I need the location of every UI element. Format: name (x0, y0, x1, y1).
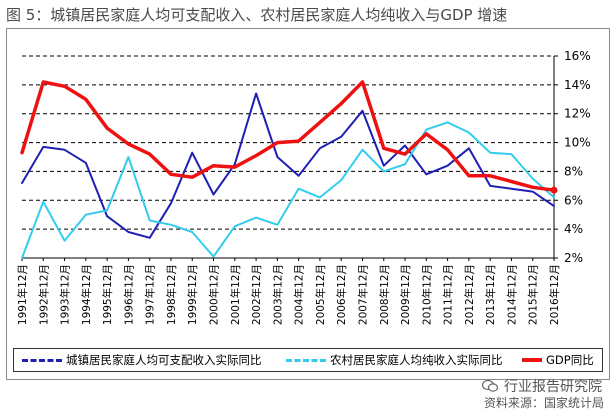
y-tick-label: 12% (564, 107, 591, 121)
series-line-2 (20, 80, 556, 192)
x-tick-label: 2012年12月 (463, 264, 476, 325)
chart-frame (6, 28, 610, 380)
x-tick-label: 2003年12月 (271, 264, 284, 325)
series-end-marker (550, 186, 558, 194)
x-tick-label: 2015年12月 (527, 264, 540, 325)
x-tick-label: 2001年12月 (229, 264, 242, 325)
x-tick-label: 2011年12月 (442, 264, 455, 325)
x-tick-label: 1992年12月 (37, 264, 50, 325)
y-tick-label: 14% (564, 78, 591, 92)
y-tick-label: 8% (564, 164, 583, 178)
x-tick-label: 1996年12月 (122, 264, 135, 325)
x-tick-label: 2010年12月 (420, 264, 433, 325)
legend-label-rural: 农村居民家庭人均纯收入实际同比 (330, 353, 503, 367)
x-tick-label: 1999年12月 (186, 264, 199, 325)
x-tick-label: 1994年12月 (80, 264, 93, 325)
x-tick-label: 1995年12月 (101, 264, 114, 325)
x-tick-label: 2005年12月 (314, 264, 327, 325)
series-line-0 (21, 92, 555, 239)
y-tick-label: 10% (564, 136, 591, 150)
watermark: 行业报告研究院 (482, 376, 602, 396)
legend-item-rural: 农村居民家庭人均纯收入实际同比 (286, 352, 503, 368)
wechat-icon (482, 379, 498, 392)
legend-swatch-rural (286, 358, 326, 362)
x-tick-label: 2007年12月 (356, 264, 369, 325)
x-tick-label: 1998年12月 (165, 264, 178, 325)
x-tick-label: 2008年12月 (378, 264, 391, 325)
x-tick-label: 2004年12月 (293, 264, 306, 325)
x-tick-label: 1993年12月 (59, 264, 72, 325)
y-tick-label: 2% (564, 251, 583, 265)
x-tick-label: 2009年12月 (399, 264, 412, 325)
source-note: 资料来源：国家统计局 (483, 396, 604, 410)
legend-swatch-gdp (522, 358, 542, 362)
legend-item-urban: 城镇居民家庭人均可支配收入实际同比 (22, 352, 262, 368)
x-tick-label: 2014年12月 (505, 264, 518, 325)
x-tick-label: 2000年12月 (208, 264, 221, 325)
y-tick-label: 4% (564, 222, 583, 236)
chart-title: 图 5：城镇居民家庭人均可支配收入、农村居民家庭人均纯收入与GDP 增速 (6, 6, 508, 24)
legend-label-urban: 城镇居民家庭人均可支配收入实际同比 (66, 353, 262, 367)
legend: 城镇居民家庭人均可支配收入实际同比 农村居民家庭人均纯收入实际同比 GDP同比 (13, 348, 603, 372)
y-tick-label: 6% (564, 193, 583, 207)
x-tick-label: 2002年12月 (250, 264, 263, 325)
legend-item-gdp: GDP同比 (522, 352, 594, 368)
series-line-1 (21, 121, 555, 259)
x-tick-label: 2013年12月 (484, 264, 497, 325)
legend-label-gdp: GDP同比 (546, 353, 594, 367)
x-tick-label: 1991年12月 (16, 264, 29, 325)
x-tick-label: 2016年12月 (548, 264, 561, 325)
x-tick-label: 1997年12月 (144, 264, 157, 325)
watermark-text: 行业报告研究院 (504, 379, 602, 395)
legend-swatch-urban (22, 358, 62, 362)
x-tick-label: 2006年12月 (335, 264, 348, 325)
y-tick-label: 16% (564, 49, 591, 63)
